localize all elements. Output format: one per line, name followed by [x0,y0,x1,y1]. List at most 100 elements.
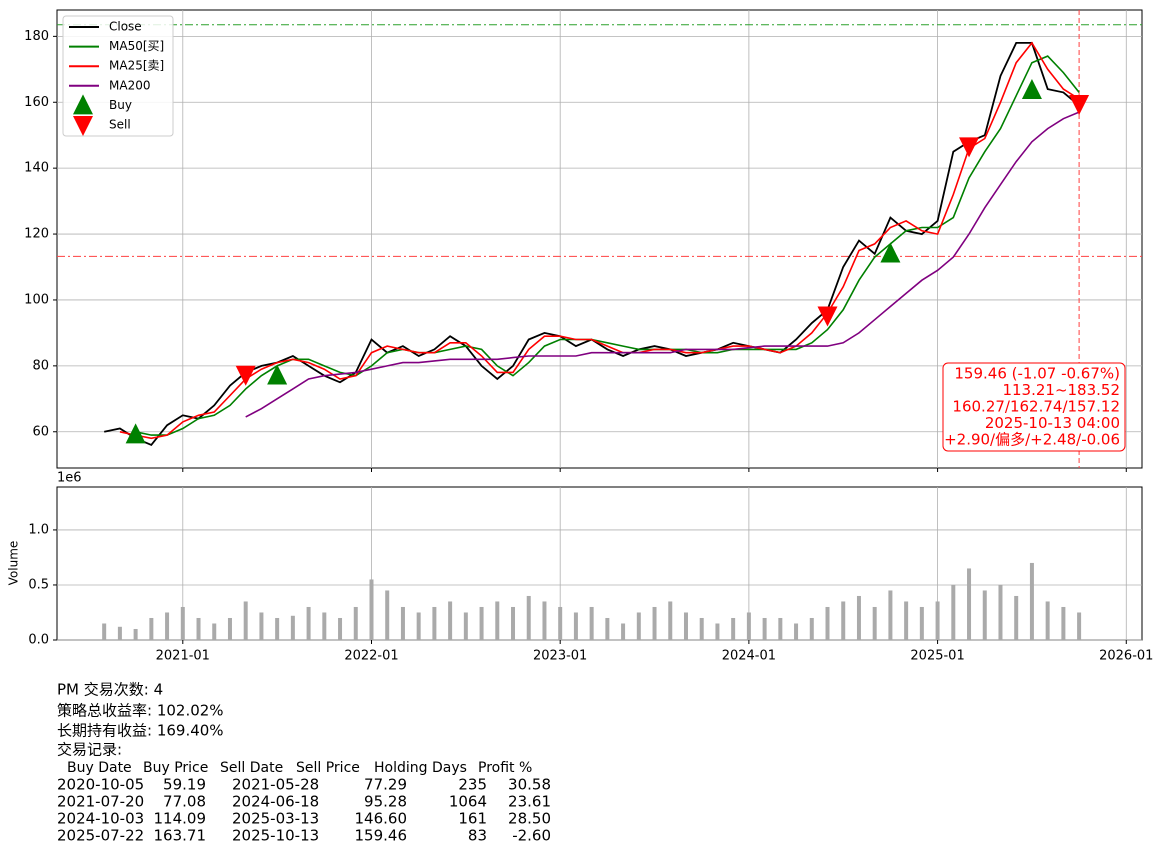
y-tick-label: 180 [24,29,49,44]
table-cell: -2.60 [512,827,551,845]
buy-marker [880,242,901,263]
volume-bar [746,612,751,640]
table-cell: 114.09 [154,810,207,828]
report-line: PM 交易次数: 4 [57,681,163,699]
volume-bar [652,606,657,640]
table-cell: 163.71 [154,827,207,845]
volume-bar [196,617,201,640]
table-header: Holding Days [374,760,467,776]
volume-frame [56,486,1143,641]
volume-bar [432,606,437,640]
price-frame [56,9,1143,469]
legend-label: MA50[买] [109,39,164,53]
volume-bar [102,623,107,640]
legend-label: MA200 [109,78,150,92]
volume-bar [448,601,453,640]
volume-bar [573,612,578,640]
volume-bar [636,612,641,640]
buy-marker [267,364,288,385]
volume-bar [982,590,987,640]
annotation-line: 113.21~183.52 [1002,381,1120,399]
volume-bar [227,617,232,640]
x-tick-label: 2022-01 [344,649,398,664]
table-cell: 23.61 [508,793,551,811]
volume-bar [290,615,295,640]
table-cell: 77.08 [163,793,206,811]
y-tick-label: 0.5 [28,577,49,592]
volume-bar [794,623,799,640]
annotation: 159.46 (-1.07 -0.67%)113.21~183.52160.27… [942,362,1126,452]
volume-bar [495,601,500,640]
volume-bar [731,617,736,640]
y-tick-label: 0.0 [28,633,49,648]
table-cell: 2025-03-13 [232,810,319,828]
volume-bar [511,606,516,640]
report: PM 交易次数: 4 策略总收益率: 102.02% 长期持有收益: 169.40%… [57,681,551,845]
volume-bar [699,617,704,640]
volume-bar [212,623,217,640]
y-tick-label: 120 [24,227,49,242]
x-tick-label: 2024-01 [722,649,776,664]
table-cell: 59.19 [163,776,206,794]
volume-bar [715,623,720,640]
volume-bar [841,601,846,640]
y-tick-label: 1.0 [28,522,49,537]
volume-bar [998,584,1003,640]
sell-marker [959,137,980,158]
volume-bar [369,579,374,640]
volume-bar [762,617,767,640]
table-header: Sell Date [220,760,283,776]
volume-bar [904,601,909,640]
volume-bar [919,606,924,640]
volume-bar [353,606,358,640]
y-tick-label: 80 [32,358,49,373]
legend: Close MA50[买] MA25[卖] MA200 Buy Sell [62,15,174,137]
volume-bar [589,606,594,640]
table-cell: 2025-07-22 [57,827,144,845]
table-cell: 77.29 [364,776,407,794]
volume-bar [526,595,531,640]
table-cell: 2021-07-20 [57,793,144,811]
table-header: Profit % [478,760,532,776]
volume-bar [243,601,248,640]
x-tick-label: 2025-01 [910,649,964,664]
table-cell: 28.50 [508,810,551,828]
sell-marker [235,365,256,386]
report-line: 策略总收益率: 102.02% [57,702,224,720]
annotation-line: +2.90/偏多/+2.48/-0.06 [944,431,1120,449]
volume-bar [683,612,688,640]
volume-bar [1045,601,1050,640]
volume-bar [275,617,280,640]
volume-bar [165,612,170,640]
volume-bar [133,628,138,640]
report-line: 长期持有收益: 169.40% [57,722,224,740]
table-cell: 2021-05-28 [232,776,319,794]
table-cell: 30.58 [508,776,551,794]
y-offset-label: 1e6 [57,471,82,486]
buy-marker [125,423,146,444]
table-header: Buy Price [143,760,208,776]
volume-bar [1029,562,1034,640]
y-tick-label: 140 [24,161,49,176]
x-tick-label: 2026-01 [1099,649,1153,664]
y-tick-label: 100 [24,292,49,307]
volume-bar [621,623,626,640]
line-series [245,111,1080,418]
sell-marker [817,306,838,327]
line-series [119,41,1080,440]
legend-marker [73,94,93,115]
y-tick-label: 160 [24,95,49,110]
volume-bar [479,606,484,640]
volume-bar [385,590,390,640]
annotation-box [942,362,1126,452]
x-tick-label: 2021-01 [156,649,210,664]
volume-bar [1077,612,1082,640]
volume-bar [463,612,468,640]
volume-bar [872,606,877,640]
volume-bar [605,617,610,640]
volume-bar [400,606,405,640]
volume-bar [825,606,830,640]
annotation-line: 160.27/162.74/157.12 [952,398,1120,416]
buy-marker [1021,79,1042,100]
